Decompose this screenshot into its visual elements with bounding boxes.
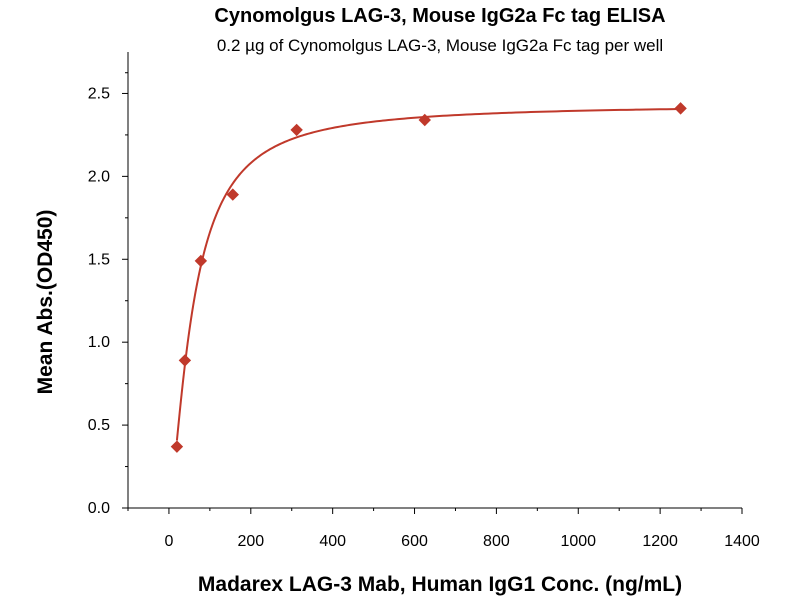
y-axis-label: Mean Abs.(OD450) <box>34 210 57 395</box>
x-tick-label: 600 <box>401 533 428 550</box>
x-tick-label: 1000 <box>560 533 596 550</box>
y-tick-label: 2.5 <box>88 85 110 102</box>
data-points-layer <box>170 102 687 453</box>
data-point <box>226 188 239 201</box>
y-tick-label: 1.0 <box>88 334 110 351</box>
x-tick-label: 0 <box>164 533 173 550</box>
y-tick-label: 0.0 <box>88 500 110 517</box>
fit-curve-line <box>175 108 681 441</box>
chart-ticks: 0.0 0.5 1.0 1.5 2.0 2.5 0 200 400 600 800 1000 1200 1… <box>88 72 760 550</box>
chart-axes <box>127 52 742 509</box>
data-point <box>290 123 303 137</box>
x-tick-label: 200 <box>237 533 264 550</box>
data-point <box>170 440 184 453</box>
x-tick-label: 400 <box>319 533 346 550</box>
y-tick-label: 2.0 <box>88 168 110 185</box>
chart-subtitle: 0.2 µg of Cynomolgus LAG-3, Mouse IgG2a … <box>217 36 663 55</box>
x-tick-label: 1400 <box>724 533 760 550</box>
fit-curve-layer <box>175 108 681 441</box>
x-tick-label: 800 <box>483 533 510 550</box>
x-tick-label: 1200 <box>642 533 678 550</box>
data-point <box>194 254 208 268</box>
x-axis-label: Madarex LAG-3 Mab, Human IgG1 Conc. (ng/… <box>198 573 682 596</box>
data-point <box>674 102 687 115</box>
data-point <box>418 113 431 127</box>
y-tick-label: 1.5 <box>88 251 110 268</box>
y-tick-label: 0.5 <box>88 417 110 434</box>
chart-title: Cynomolgus LAG-3, Mouse IgG2a Fc tag ELI… <box>214 5 665 27</box>
data-point <box>178 354 192 367</box>
